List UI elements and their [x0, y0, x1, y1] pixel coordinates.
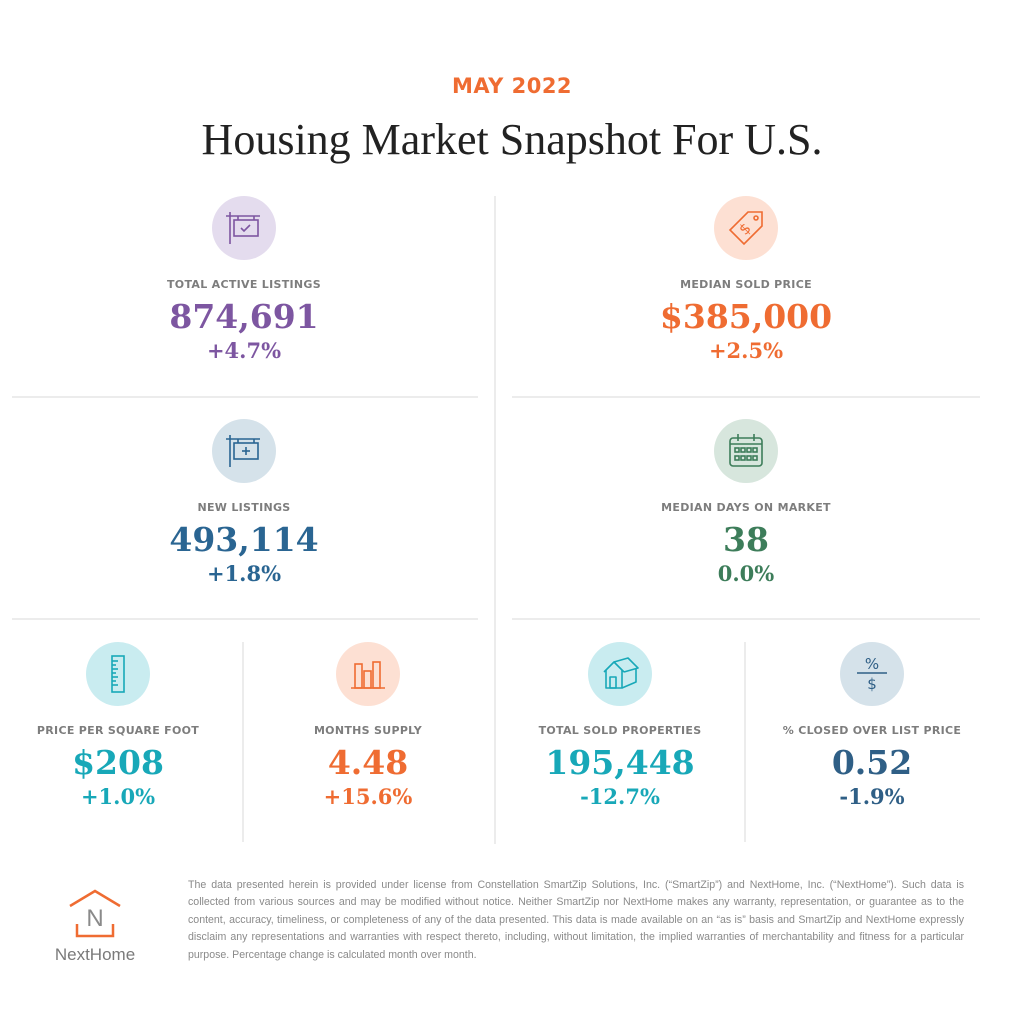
metric-label: TOTAL ACTIVE LISTINGS — [167, 278, 321, 291]
svg-text:%: % — [865, 655, 879, 673]
metric-change: -1.9% — [839, 784, 905, 809]
house-icon — [603, 657, 639, 689]
page-title: Housing Market Snapshot For U.S. — [201, 115, 823, 164]
metric-label: TOTAL SOLD PROPERTIES — [538, 724, 702, 737]
metric-new-listings: NEW LISTINGS 493,114 +1.8% — [94, 419, 394, 588]
metric-value: 195,448 — [545, 743, 695, 782]
metric-median-days-on-market: MEDIAN DAYS ON MARKET 38 0.0% — [596, 419, 896, 588]
svg-text:$: $ — [867, 675, 877, 693]
ruler-icon — [111, 655, 125, 693]
report-month: MAY 2022 — [451, 74, 573, 98]
metric-change: +1.8% — [206, 561, 282, 586]
metric-value: 874,691 — [169, 297, 319, 336]
metric-label: PRICE PER SQUARE FOOT — [36, 724, 200, 737]
icon-circle — [212, 196, 276, 260]
metric-value: 4.48 — [327, 743, 409, 782]
hanging-sign-check-icon — [226, 212, 260, 244]
icon-circle: % $ — [840, 642, 904, 706]
metric-price-per-square-foot: PRICE PER SQUARE FOOT $208 +1.0% — [18, 642, 218, 811]
metric-median-sold-price: $ MEDIAN SOLD PRICE $385,000 +2.5% — [596, 196, 896, 365]
metric-total-sold-properties: TOTAL SOLD PROPERTIES 195,448 -12.7% — [520, 642, 720, 811]
icon-circle: $ — [714, 196, 778, 260]
metric-label: % CLOSED OVER LIST PRICE — [782, 724, 962, 737]
row-divider-left-2 — [12, 618, 478, 620]
metric-change: +1.0% — [80, 784, 156, 809]
metric-percent-closed-over-list-price: % $ % CLOSED OVER LIST PRICE 0.52 -1.9% — [772, 642, 972, 811]
calendar-icon — [729, 434, 763, 467]
house-outline-logo-icon: N — [69, 889, 121, 938]
icon-circle — [212, 419, 276, 483]
row-divider-right-2 — [512, 618, 980, 620]
metric-change: +4.7% — [206, 338, 282, 363]
metric-value: 0.52 — [831, 743, 913, 782]
hanging-sign-plus-icon — [226, 435, 260, 467]
nexthome-logo: N NextHome — [40, 888, 150, 965]
metric-label: NEW LISTINGS — [197, 501, 291, 514]
price-tag-dollar-icon: $ — [728, 211, 763, 246]
icon-circle — [336, 642, 400, 706]
disclaimer-text: The data presented herein is provided un… — [188, 879, 964, 961]
metric-months-supply: MONTHS SUPPLY 4.48 +15.6% — [268, 642, 468, 811]
metric-change: +15.6% — [323, 784, 413, 809]
metric-value: 38 — [723, 520, 769, 559]
metric-change: +2.5% — [708, 338, 784, 363]
row-divider-right-1 — [512, 396, 980, 398]
percent-over-dollar-icon: % $ — [857, 655, 887, 693]
metric-value: 493,114 — [169, 520, 319, 559]
metric-change: 0.0% — [717, 561, 775, 586]
bar-chart-icon — [351, 661, 385, 689]
metric-value: $385,000 — [659, 297, 833, 336]
metric-total-active-listings: TOTAL ACTIVE LISTINGS 874,691 +4.7% — [94, 196, 394, 365]
metric-label: MEDIAN DAYS ON MARKET — [661, 501, 831, 514]
bottom-right-divider — [744, 642, 746, 842]
metric-label: MEDIAN SOLD PRICE — [680, 278, 812, 291]
metric-label: MONTHS SUPPLY — [313, 724, 423, 737]
icon-circle — [588, 642, 652, 706]
center-divider — [494, 196, 496, 844]
icon-circle — [714, 419, 778, 483]
bottom-left-divider — [242, 642, 244, 842]
metric-value: $208 — [72, 743, 164, 782]
row-divider-left-1 — [12, 396, 478, 398]
logo-letter: N — [86, 905, 103, 932]
metric-change: -12.7% — [580, 784, 660, 809]
logo-text: NextHome — [54, 945, 136, 964]
icon-circle — [86, 642, 150, 706]
